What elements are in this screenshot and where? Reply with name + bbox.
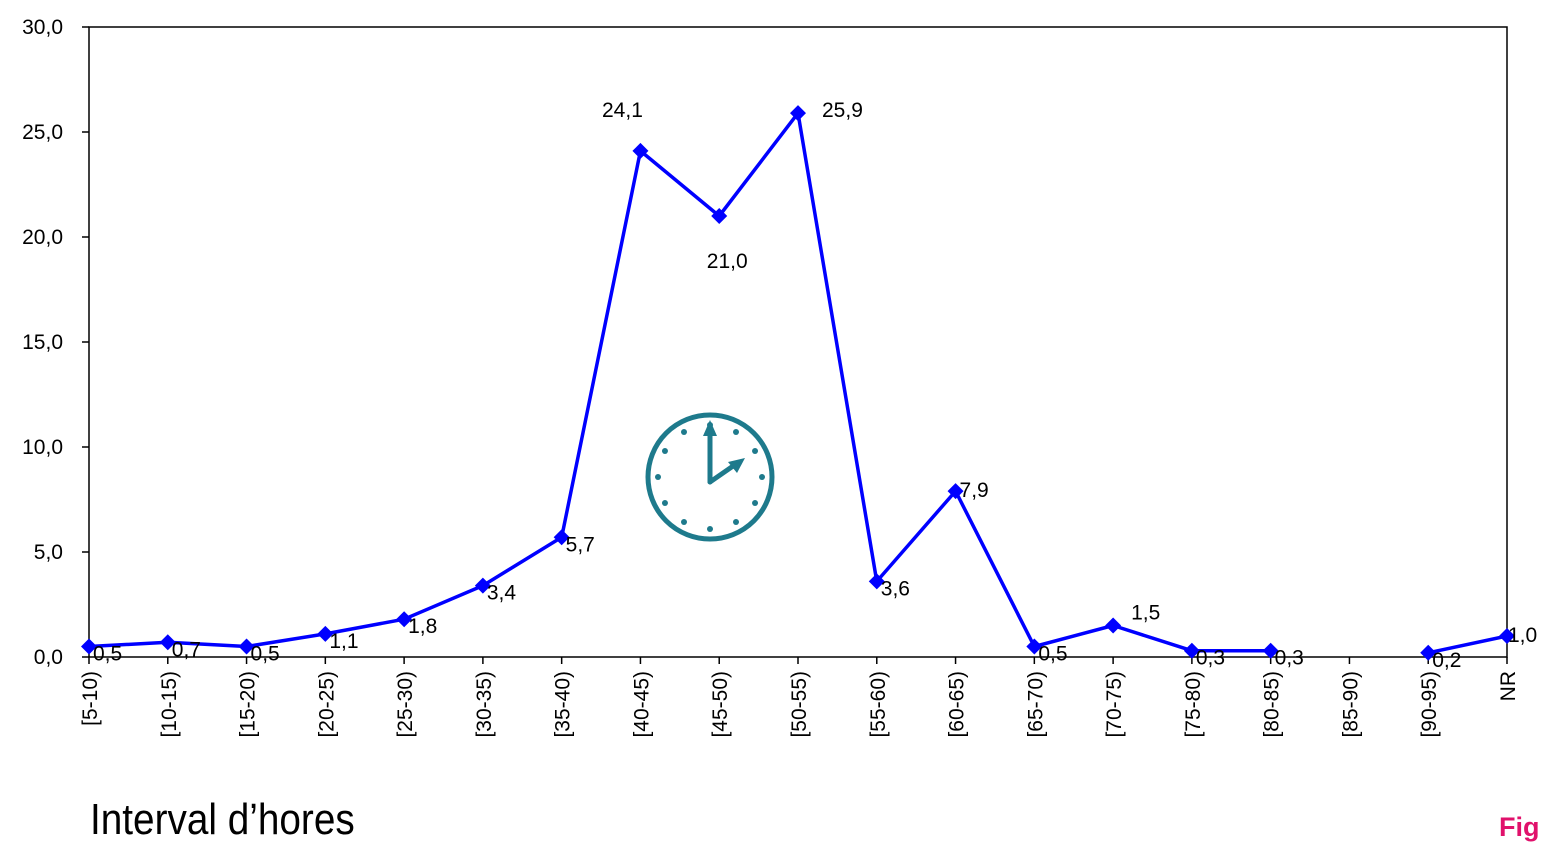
data-label: 7,9	[960, 479, 989, 502]
y-tick-label: 30,0	[22, 16, 63, 39]
x-tick-label: [65-70)	[1024, 671, 1047, 738]
clock-dot	[733, 519, 739, 526]
data-label: 3,4	[487, 582, 517, 605]
data-label: 1,5	[1131, 602, 1160, 625]
x-tick-label: [5-10)	[79, 671, 102, 726]
data-label: 3,6	[881, 577, 910, 600]
y-tick-label: 15,0	[22, 331, 63, 354]
data-point	[396, 611, 413, 628]
clock-dot	[733, 428, 739, 435]
x-tick-label: [10-15)	[158, 671, 181, 738]
data-label: 0,5	[251, 643, 280, 666]
data-point	[1420, 644, 1437, 661]
data-point	[711, 208, 728, 224]
clock-dot	[752, 448, 759, 454]
clock-dot	[661, 500, 668, 506]
x-axis: [5-10) [10-15) [15-20) [20-25) [25-30) [30-35…	[79, 657, 1520, 738]
clock-dot	[681, 428, 687, 435]
data-label: 0,2	[1432, 649, 1461, 672]
data-label: 0,3	[1275, 647, 1304, 670]
x-tick-label: [35-40)	[552, 671, 575, 738]
data-point	[317, 625, 334, 642]
series	[81, 105, 1515, 661]
x-tick-label: [45-50)	[709, 671, 732, 738]
x-tick-label: NR	[1497, 671, 1520, 701]
x-tick-label: [15-20)	[237, 671, 260, 738]
data-point	[632, 142, 649, 159]
data-point	[1105, 617, 1122, 634]
clock-icon	[645, 412, 775, 542]
clock-dot	[759, 474, 765, 480]
data-label: 5,7	[566, 533, 595, 556]
data-point	[159, 634, 176, 651]
x-tick-label: [55-60)	[867, 671, 890, 738]
x-tick-label: [75-80)	[1182, 671, 1205, 738]
y-tick-label: 10,0	[22, 436, 63, 459]
x-tick-label: [60-65)	[946, 671, 969, 738]
data-label: 1,0	[1508, 624, 1537, 647]
clock-dot	[707, 526, 713, 532]
clock-dot	[681, 519, 687, 526]
x-axis-title: Interval d’hores	[90, 795, 355, 844]
x-tick-label: [30-35)	[473, 671, 496, 738]
series-line	[88, 111, 1271, 653]
x-tick-label: [90-95)	[1418, 671, 1441, 738]
data-point	[947, 483, 964, 500]
data-label: 25,9	[822, 99, 863, 122]
clock-dot	[661, 448, 668, 454]
clock-dot	[655, 474, 661, 480]
x-tick-label: [70-75)	[1103, 671, 1126, 738]
data-label: 0,3	[1196, 647, 1225, 670]
data-point	[1026, 638, 1043, 655]
data-point	[1262, 642, 1279, 659]
data-point	[81, 638, 97, 655]
clock-dot	[752, 500, 759, 506]
data-point	[790, 105, 806, 122]
x-tick-label: [85-90)	[1339, 671, 1362, 738]
x-tick-label: [40-45)	[630, 671, 653, 738]
figure-label: Fig	[1499, 812, 1540, 842]
line-chart: 0,0 5,0 10,0 15,0 20,0 25,0 30,0 [5-10) [10-15)…	[22, 16, 1537, 738]
data-label: 1,8	[408, 615, 437, 638]
data-point	[868, 573, 885, 590]
data-point	[1499, 628, 1515, 644]
y-tick-label: 0,0	[34, 646, 63, 669]
y-tick-label: 25,0	[22, 121, 63, 144]
data-label: 1,1	[329, 630, 358, 653]
data-point	[1183, 642, 1200, 659]
series-line	[1427, 634, 1508, 655]
data-point	[238, 638, 255, 655]
data-point	[474, 577, 491, 594]
data-label: 0,7	[172, 638, 201, 661]
y-axis: 0,0 5,0 10,0 15,0 20,0 25,0 30,0	[22, 16, 89, 669]
y-tick-label: 20,0	[22, 226, 63, 249]
x-tick-label: [80-85)	[1261, 671, 1284, 738]
x-tick-label: [25-30)	[394, 671, 417, 738]
x-tick-label: [20-25)	[315, 671, 338, 738]
y-tick-label: 5,0	[34, 541, 63, 564]
x-tick-label: [50-55)	[788, 671, 811, 738]
data-label: 21,0	[707, 250, 748, 273]
data-labels: 0,5 0,7 0,5 1,1 1,8 3,4 5,7 24,1 21,0 25,9 3,6 7,9 0…	[93, 99, 1537, 672]
data-label: 0,5	[1038, 643, 1067, 666]
data-label: 24,1	[602, 99, 643, 122]
data-point	[553, 529, 570, 546]
data-label: 0,5	[93, 643, 122, 666]
